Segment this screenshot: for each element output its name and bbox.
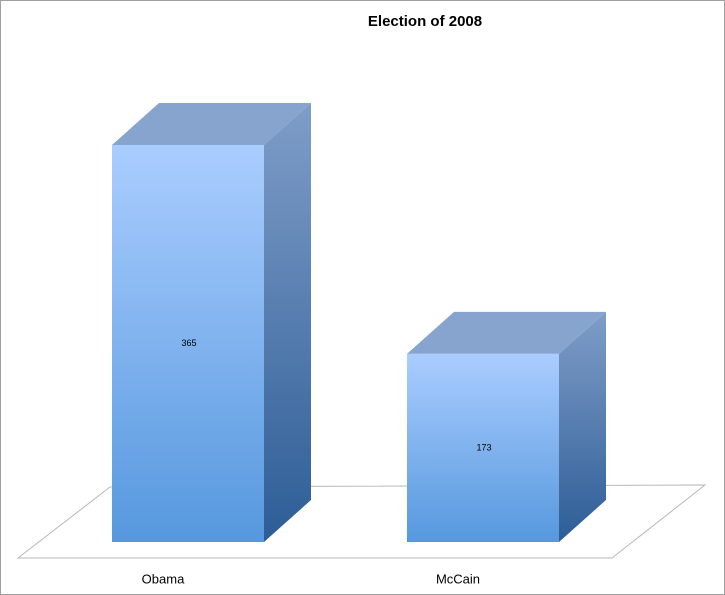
bar — [407, 353, 559, 542]
data-label: 173 — [476, 442, 491, 452]
bar-side — [264, 103, 311, 542]
bar-top — [112, 103, 311, 145]
chart-title: Election of 2008 — [368, 13, 482, 30]
bar-side — [559, 311, 606, 542]
x-tick-label: Obama — [142, 571, 185, 586]
bar — [112, 145, 264, 542]
bar-top — [407, 311, 606, 354]
data-label: 365 — [181, 338, 196, 348]
x-tick-label: McCain — [436, 571, 480, 586]
